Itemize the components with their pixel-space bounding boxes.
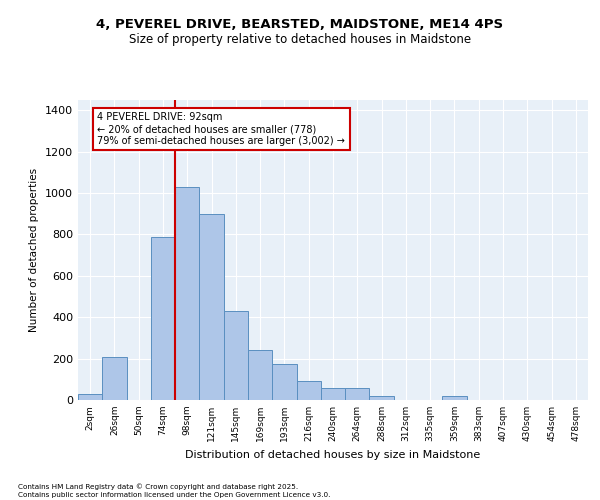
Y-axis label: Number of detached properties: Number of detached properties [29, 168, 40, 332]
X-axis label: Distribution of detached houses by size in Maidstone: Distribution of detached houses by size … [185, 450, 481, 460]
Bar [370, 396, 394, 400]
Text: 4 PEVEREL DRIVE: 92sqm
← 20% of detached houses are smaller (778)
79% of semi-de: 4 PEVEREL DRIVE: 92sqm ← 20% of detached… [97, 112, 346, 146]
Bar [151, 236, 175, 400]
Text: Contains HM Land Registry data © Crown copyright and database right 2025.
Contai: Contains HM Land Registry data © Crown c… [18, 484, 331, 498]
Bar [175, 187, 199, 400]
Text: Size of property relative to detached houses in Maidstone: Size of property relative to detached ho… [129, 32, 471, 46]
Bar [102, 356, 127, 400]
Bar [224, 311, 248, 400]
Bar [199, 214, 224, 400]
Bar [345, 388, 370, 400]
Bar [321, 388, 345, 400]
Text: 4, PEVEREL DRIVE, BEARSTED, MAIDSTONE, ME14 4PS: 4, PEVEREL DRIVE, BEARSTED, MAIDSTONE, M… [97, 18, 503, 30]
Bar [442, 396, 467, 400]
Bar [78, 394, 102, 400]
Bar [248, 350, 272, 400]
Bar [272, 364, 296, 400]
Bar [296, 382, 321, 400]
